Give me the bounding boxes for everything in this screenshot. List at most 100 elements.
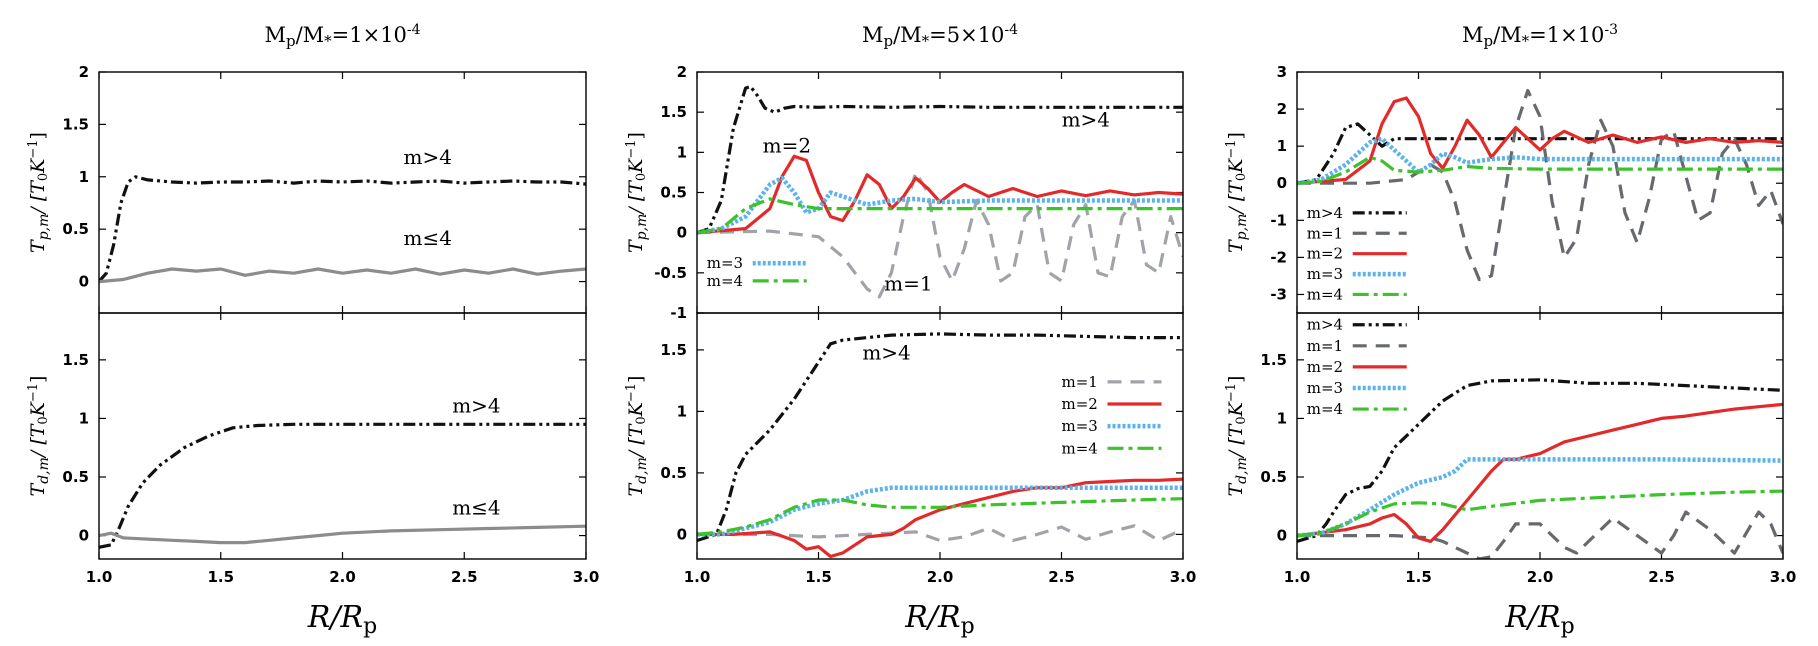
x-tick-label: 2.0 — [329, 568, 356, 586]
x-tick-label: 1.0 — [684, 568, 711, 586]
y-tick-label: 0 — [1277, 174, 1287, 192]
series-group — [1297, 378, 1783, 559]
y-tick-label: 1 — [79, 168, 89, 186]
series-annotation: m≤4 — [403, 226, 451, 250]
series-line-m=1 — [697, 170, 1183, 299]
series-line-m=4 — [697, 497, 1183, 536]
y-tick-label: 0.5 — [62, 468, 89, 486]
y-tick-label: 1 — [677, 402, 687, 420]
y-tick-label: 0 — [79, 527, 89, 545]
y-axis-label: Td,m/ [T0K−1] — [624, 376, 650, 497]
y-tick-label: -1 — [670, 304, 687, 322]
y-tick-label: 0.5 — [1260, 468, 1287, 486]
series-group — [99, 175, 586, 284]
y-tick-label: 1.5 — [62, 351, 89, 369]
x-tick-label: 3.0 — [1770, 568, 1797, 586]
y-tick-label: 2 — [79, 63, 89, 81]
plot-frame — [1296, 71, 1784, 314]
legend-label: m=1 — [1307, 337, 1343, 355]
series-line-m≤4 — [99, 267, 586, 284]
y-tick-label: 0.5 — [660, 464, 687, 482]
subplot-top: -3 -2 -1 0 1 2 3 Tp,m/ [T0K−1] m>4 m=1 m=2 m=3 m=4 — [1224, 63, 1784, 314]
series-annotation: m=2 — [763, 133, 811, 157]
subplot-bottom: 0 0.5 1 1.5 1.0 1.5 2.0 2.5 3.0 Td,m/ [T0K−1] m>4 m… — [1224, 312, 1797, 586]
y-tick-label: 3 — [1277, 63, 1287, 81]
x-axis-label: R/Rp — [307, 600, 377, 639]
y-tick-label: 1 — [79, 409, 89, 427]
legend-label: m=3 — [1307, 379, 1343, 397]
x-axis-label: R/Rp — [1504, 600, 1574, 639]
legend-label: m=2 — [1062, 395, 1098, 413]
x-tick-label: 3.0 — [1170, 568, 1197, 586]
legend-label: m=1 — [1307, 224, 1343, 242]
series-line-m=4 — [1297, 489, 1783, 538]
series-annotation: m>4 — [1062, 108, 1110, 132]
y-tick-label: 2 — [1277, 100, 1287, 118]
y-tick-label: 1.5 — [1260, 351, 1287, 369]
series-line-m>4 — [1297, 122, 1783, 185]
series-line-m=2 — [697, 154, 1183, 235]
x-tick-label: 1.5 — [805, 568, 832, 586]
y-tick-label: 1.5 — [660, 103, 687, 121]
legend-label: m=3 — [1062, 417, 1098, 435]
y-tick-label: 0 — [677, 525, 687, 543]
series-group — [1297, 88, 1783, 282]
x-tick-label: 1.5 — [1405, 568, 1432, 586]
chart-panel-3: Mp/M*=1×10-3 R/Rp -3 -2 -1 0 1 2 3 Tp,m/ [T0K−1] m… — [1224, 22, 1797, 639]
y-axis-label: Td,m/ [T0K−1] — [1224, 376, 1250, 497]
x-tick-label: 3.0 — [573, 568, 600, 586]
series-line-m>4 — [697, 332, 1183, 543]
legend-label: m=3 — [707, 254, 743, 272]
y-tick-label: 1.5 — [660, 341, 687, 359]
legend-label: m=4 — [1307, 400, 1343, 418]
legend-label: m>4 — [1307, 204, 1343, 222]
subplot-top: -1 -0.5 0 0.5 1 1.5 2 Tp,m/ [T0K−1] m>4 m=2 m=1 m=3… — [624, 63, 1184, 322]
legend-label: m=2 — [1307, 358, 1343, 376]
subplot-bottom: 0 0.5 1 1.5 1.0 1.5 2.0 2.5 3.0 Td,m/ [T0K−1] m>4 m… — [624, 312, 1197, 586]
series-annotation: m≤4 — [452, 495, 500, 519]
subplot-top: 0 0.5 1 1.5 2 Tp,m/ [T0K−1] m>4 m≤4 — [26, 63, 587, 314]
y-axis-label: Tp,m/ [T0K−1] — [26, 132, 52, 253]
series-line-m=3 — [1297, 136, 1783, 186]
y-tick-label: 1 — [1277, 409, 1287, 427]
y-tick-label: 1 — [677, 143, 687, 161]
series-annotation: m>4 — [862, 341, 910, 365]
series-line-m=1 — [1297, 88, 1783, 282]
y-tick-label: -1 — [1270, 211, 1287, 229]
series-group — [99, 422, 586, 549]
series-line-m=2 — [1297, 402, 1783, 544]
x-tick-label: 1.0 — [86, 568, 113, 586]
series-group — [697, 84, 1183, 299]
legend-label: m=4 — [1062, 439, 1098, 457]
chart-panel-2: Mp/M*=5×10-4 R/Rp -1 -0.5 0 0.5 1 1.5 2 Tp,m/ [T0… — [624, 22, 1197, 639]
series-line-m=3 — [1297, 457, 1783, 538]
y-axis-label: Tp,m/ [T0K−1] — [1224, 132, 1250, 253]
y-tick-label: 0 — [79, 273, 89, 291]
x-tick-label: 2.5 — [1048, 568, 1075, 586]
series-line-m=2 — [1297, 96, 1783, 185]
plot-frame — [98, 71, 587, 314]
subplot-bottom: 0 0.5 1 1.5 1.0 1.5 2.0 2.5 3.0 Td,m/ [T0K−1] m>4 m… — [26, 312, 600, 586]
y-tick-label: 0 — [1277, 527, 1287, 545]
series-line-m=3 — [697, 175, 1183, 235]
x-tick-label: 2.0 — [1527, 568, 1554, 586]
y-tick-label: -2 — [1270, 248, 1287, 266]
panel-title: Mp/M*=5×10-4 — [862, 22, 1018, 50]
chart-panel-1: Mp/M*=1×10-4 R/Rp 0 0.5 1 1.5 2 Tp,m/ [T0K−1] m>… — [26, 22, 600, 639]
series-annotation: m>4 — [452, 394, 500, 418]
plot-frame — [1296, 312, 1784, 560]
y-tick-label: -0.5 — [654, 264, 687, 282]
series-line-m=4 — [1297, 155, 1783, 185]
series-line-m=1 — [1297, 510, 1783, 559]
series-annotation: m>4 — [403, 145, 451, 169]
x-tick-label: 1.0 — [1284, 568, 1311, 586]
y-axis-label: Td,m/ [T0K−1] — [26, 376, 52, 497]
legend-label: m=2 — [1307, 245, 1343, 263]
x-axis-label: R/Rp — [904, 600, 974, 639]
series-line-m>4 — [99, 422, 586, 549]
plot-frame — [696, 312, 1184, 560]
series-group — [697, 332, 1183, 559]
x-tick-label: 2.5 — [451, 568, 478, 586]
x-tick-label: 2.5 — [1648, 568, 1675, 586]
legend-label: m>4 — [1307, 316, 1343, 334]
